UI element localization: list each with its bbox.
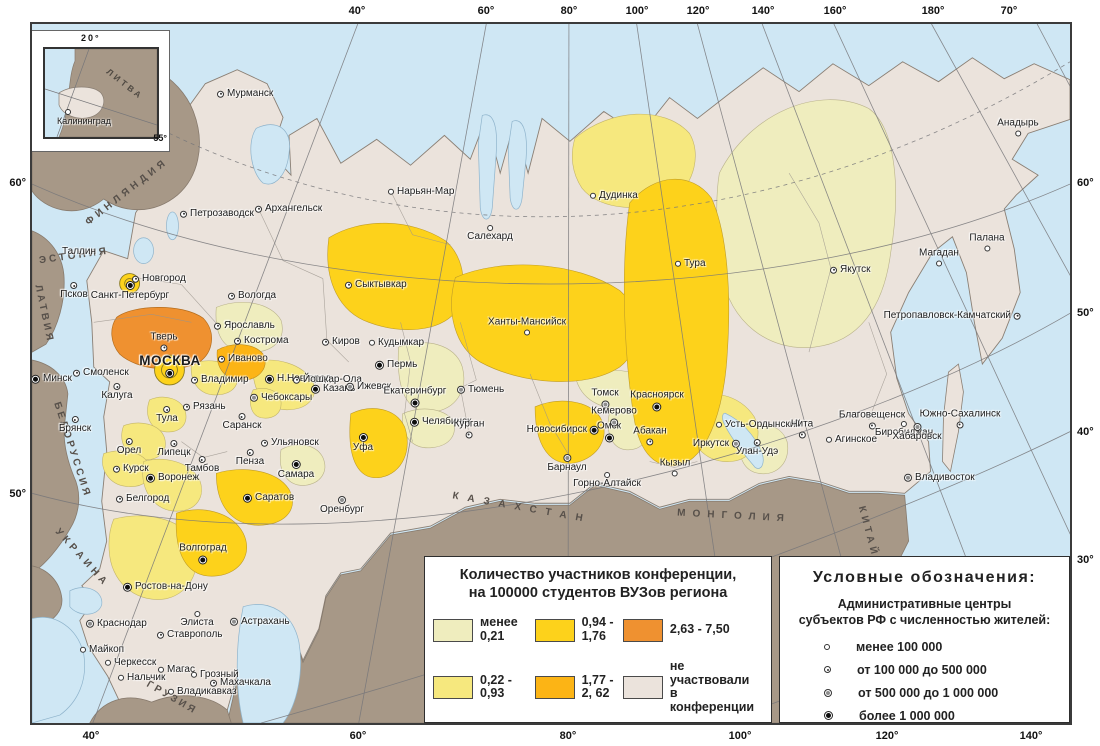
lake-baikal xyxy=(722,412,764,469)
legend-symbol-label: менее 100 000 xyxy=(856,639,943,654)
axis-label-top: 80° xyxy=(560,5,578,17)
legend-class-item: 0,22 - 0,93 xyxy=(433,660,527,715)
axis-label-top: 120° xyxy=(686,5,710,17)
arctic-circle xyxy=(71,61,1070,218)
baltics xyxy=(32,230,65,353)
legend-symbol-label: от 500 000 до 1 000 000 xyxy=(858,685,999,700)
legend-class-label: 2,63 - 7,50 xyxy=(669,622,730,637)
legend-symbol-item: более 1 000 000 xyxy=(824,709,1069,723)
legend-symbols-title: Условные обозначения: xyxy=(812,569,1037,586)
ob-gulf xyxy=(477,114,497,220)
legend-symbols-subtitle-line2: субъектов РФ с численностью жителей: xyxy=(798,613,1051,628)
lake-ladoga xyxy=(133,237,154,264)
inset-map-canvas xyxy=(45,49,157,137)
legend-title-line2: на 100000 студентов ВУЗов региона xyxy=(468,585,728,602)
legend-class-label: 1,77 - 2, 62 xyxy=(581,672,614,701)
belarus xyxy=(32,359,80,574)
city-size-symbol xyxy=(824,666,831,673)
regions-class-4 xyxy=(216,344,266,381)
white-sea xyxy=(250,124,290,185)
legend-symbol-item: от 100 000 до 500 000 xyxy=(824,663,1069,677)
axis-label-right: 40° xyxy=(1077,426,1094,438)
city-size-symbol xyxy=(824,643,830,650)
legend-class-item: 2,63 - 7,50 xyxy=(622,616,763,644)
inset-longitude-label: 20° xyxy=(81,33,101,43)
legend-color-swatch xyxy=(433,675,473,699)
axis-label-left: 50° xyxy=(9,488,26,500)
legend-symbols: Условные обозначения: Административные ц… xyxy=(779,556,1070,723)
axis-label-top: 140° xyxy=(751,5,775,17)
legend-class-item: менее 0,21 xyxy=(433,615,527,644)
axis-label-top: 60° xyxy=(477,5,495,17)
inset-city-label: Калининград xyxy=(57,116,112,126)
legend-title-line1: Количество участников конференции, xyxy=(459,567,737,583)
region-borders xyxy=(93,172,888,468)
legend-color-swatch xyxy=(622,618,663,642)
city-size-symbol xyxy=(824,711,833,720)
legend-class-item: не участвовали в конференции xyxy=(622,658,763,715)
axis-label-bottom: 60° xyxy=(349,730,367,742)
axis-label-right: 50° xyxy=(1077,307,1094,319)
axis-label-bottom: 100° xyxy=(728,730,752,742)
black-sea xyxy=(32,617,85,723)
legend-symbol-item: от 500 000 до 1 000 000 xyxy=(824,686,1069,700)
inset-graticule xyxy=(45,49,157,137)
regions-class-5 xyxy=(111,307,212,370)
taz-gulf xyxy=(507,120,527,210)
axis-label-left: 60° xyxy=(9,177,26,189)
legend-class-label: 0,22 - 0,93 xyxy=(480,672,512,701)
legend-class-label: 0,94 - 1,76 xyxy=(581,615,614,643)
regions-class-3 xyxy=(175,178,730,577)
legend-symbol-label: от 100 000 до 500 000 xyxy=(857,662,987,677)
legend-color-swatch xyxy=(534,618,575,642)
legend-class-item: 1,77 - 2, 62 xyxy=(534,660,615,715)
city-size-symbol xyxy=(824,688,832,697)
legend-symbol-label: более 1 000 000 xyxy=(859,708,955,723)
legend-color-swatch xyxy=(433,618,473,642)
legend-participants-title: Количество участников конференции, на 10… xyxy=(425,566,771,602)
legend-participants: Количество участников конференции, на 10… xyxy=(424,556,772,723)
map-frame: ФИНЛЯНДИЯ ЭСТОНИЯ ЛАТВИЯ БЕЛОРУССИЯ УКРАИНА К… xyxy=(30,22,1072,725)
axis-label-top: 100° xyxy=(625,5,649,17)
inset-map-box: Калининград ЛИТВА xyxy=(43,47,159,139)
inset-city-dot xyxy=(65,109,71,115)
georgia xyxy=(89,695,232,723)
axis-label-top: 160° xyxy=(823,5,847,17)
legend-class-item: 0,94 - 1,76 xyxy=(534,615,615,644)
axis-label-right: 60° xyxy=(1077,177,1094,189)
sakhalin-island xyxy=(942,363,964,473)
axis-label-top: 40° xyxy=(348,5,366,17)
axis-label-top: 70° xyxy=(1000,5,1018,17)
lake-onega xyxy=(166,211,179,241)
legend-symbols-items: менее 100 000 от 100 000 до 500 000 от 500… xyxy=(780,640,1069,723)
azov-sea xyxy=(69,587,103,615)
legend-class-label: не участвовали в конференции xyxy=(669,658,755,714)
legend-participants-items: менее 0,21 0,22 - 0,93 0,94 - 1,76 1,77 - 2… xyxy=(425,602,771,715)
axis-label-bottom: 40° xyxy=(82,730,100,742)
axis-label-bottom: 80° xyxy=(559,730,577,742)
caspian-sea xyxy=(236,604,301,723)
legend-symbol-item: менее 100 000 xyxy=(824,640,1069,654)
legend-color-swatch xyxy=(622,675,663,699)
legend-color-swatch xyxy=(534,675,575,699)
axis-label-bottom: 140° xyxy=(1019,730,1043,742)
axis-label-right: 30° xyxy=(1077,554,1094,566)
axis-label-bottom: 120° xyxy=(875,730,899,742)
kaliningrad-inset: 20° Калининград ЛИТВА 55° xyxy=(32,30,170,152)
axis-label-top: 180° xyxy=(921,5,945,17)
inset-latitude-label: 55° xyxy=(153,133,167,143)
legend-symbols-subtitle: Административные центры субъектов РФ с ч… xyxy=(780,596,1069,629)
legend-symbols-subtitle-line1: Административные центры xyxy=(837,597,1012,611)
legend-class-label: менее 0,21 xyxy=(480,615,518,643)
